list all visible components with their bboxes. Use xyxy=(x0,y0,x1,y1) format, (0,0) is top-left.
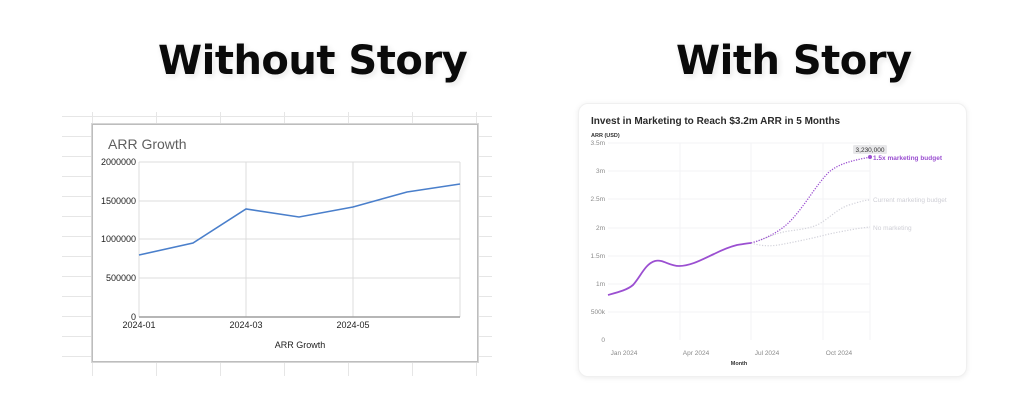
arr-growth-chart-svg: ARR Growth 2000000 1500000 1000000 50000… xyxy=(101,136,461,350)
current-budget-line[interactable] xyxy=(750,199,871,244)
label-no-marketing: No marketing xyxy=(873,225,912,232)
high-budget-line[interactable] xyxy=(750,156,871,244)
vertical-gridlines xyxy=(138,162,461,317)
heading-with-story: With Story xyxy=(676,38,912,84)
y-tick: 1m xyxy=(596,281,605,288)
end-point-marker[interactable] xyxy=(868,155,872,159)
annotation-value: 3,230,000 xyxy=(856,147,885,154)
x-axis-ticks: Jan 2024 Apr 2024 Jul 2024 Oct 2024 xyxy=(611,350,853,357)
y-axis-ticks: 3.5m 3m 2.5m 2m 1.5m 1m 500k 0 xyxy=(591,140,606,344)
x-tick: Oct 2024 xyxy=(826,350,853,357)
y-tick: 3.5m xyxy=(591,140,605,147)
no-marketing-line[interactable] xyxy=(750,226,871,247)
horizontal-gridlines xyxy=(608,142,870,313)
y-tick: 500000 xyxy=(106,273,136,283)
arr-growth-line[interactable] xyxy=(138,183,461,256)
y-tick: 500k xyxy=(591,309,606,316)
y-tick: 1.5m xyxy=(591,253,605,260)
annotation-badge xyxy=(853,145,887,154)
y-axis-ticks: 2000000 1500000 1000000 500000 0 xyxy=(101,157,136,322)
y-tick: 0 xyxy=(601,337,605,344)
story-chart-svg: Invest in Marketing to Reach $3.2m ARR i… xyxy=(591,116,947,367)
y-tick: 2m xyxy=(596,225,605,232)
y-tick: 1500000 xyxy=(101,196,136,206)
y-axis-label: ARR (USD) xyxy=(591,133,620,139)
x-axis-label: Month xyxy=(731,361,748,367)
y-tick: 1000000 xyxy=(101,234,136,244)
vertical-gridlines xyxy=(679,143,871,340)
y-tick: 3m xyxy=(596,168,605,175)
x-tick: 2024-03 xyxy=(229,320,262,330)
label-current-budget: Current marketing budget xyxy=(873,197,947,204)
chart-title: Invest in Marketing to Reach $3.2m ARR i… xyxy=(591,116,841,127)
x-tick: Jul 2024 xyxy=(755,350,780,357)
x-tick: 2024-05 xyxy=(336,320,369,330)
y-tick: 2.5m xyxy=(591,196,605,203)
actual-arr-line[interactable] xyxy=(607,242,752,296)
horizontal-gridlines xyxy=(139,161,460,279)
x-tick: Apr 2024 xyxy=(683,350,710,357)
story-chart-card[interactable]: Invest in Marketing to Reach $3.2m ARR i… xyxy=(578,103,967,377)
x-tick: Jan 2024 xyxy=(611,350,638,357)
label-high-budget: 1.5x marketing budget xyxy=(873,155,943,162)
heading-without-story: Without Story xyxy=(158,38,468,84)
x-axis-label: ARR Growth xyxy=(275,340,326,350)
y-tick: 2000000 xyxy=(101,157,136,167)
chart-title: ARR Growth xyxy=(108,136,187,152)
x-axis-ticks: 2024-01 2024-03 2024-05 xyxy=(122,320,369,330)
x-tick: 2024-01 xyxy=(122,320,155,330)
y-tick: 0 xyxy=(131,312,136,322)
spreadsheet-chart[interactable]: ARR Growth 2000000 1500000 1000000 50000… xyxy=(92,124,478,362)
